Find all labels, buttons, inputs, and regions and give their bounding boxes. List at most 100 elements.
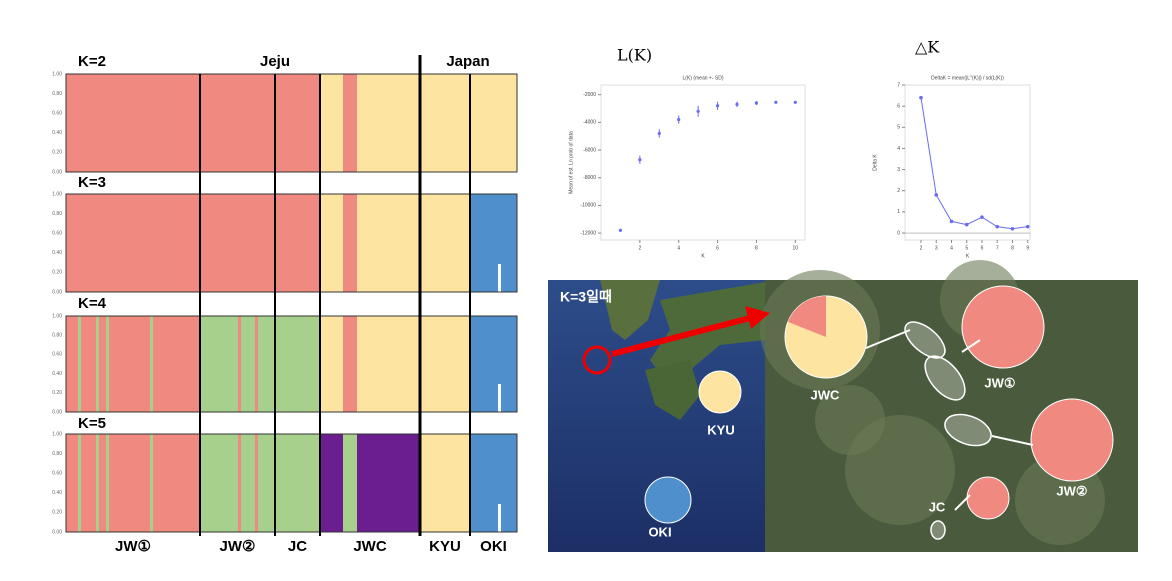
x-tick-label: 4 (950, 245, 953, 251)
ancestry-stripe (96, 434, 99, 532)
site-ellipse (904, 321, 946, 359)
population-label: OKI (480, 538, 507, 555)
x-tick-label: 2 (638, 245, 641, 251)
ancestry-block (470, 316, 517, 412)
ancestry-stripe (498, 264, 501, 292)
y-tick-label: 0 (897, 230, 900, 236)
region-label: Japan (446, 53, 489, 70)
terrain-patch (815, 385, 885, 455)
point (949, 219, 954, 224)
y-tick-label: 0.80 (52, 211, 62, 217)
y-tick-label: 0.60 (52, 352, 62, 358)
ancestry-block (470, 194, 517, 292)
ancestry-stripe (343, 194, 357, 292)
row-frame (65, 193, 518, 293)
x-tick-label: 8 (1011, 245, 1014, 251)
ancestry-block (320, 434, 420, 532)
point (618, 228, 623, 232)
point (934, 193, 939, 197)
ancestry-block (200, 316, 275, 412)
point (715, 104, 720, 108)
point (677, 117, 681, 122)
x-tick-label: 10 (793, 245, 799, 251)
ancestry-stripe (106, 316, 109, 412)
connector (991, 435, 1034, 446)
ancestry-stripe (255, 316, 258, 412)
y-tick-label: 0.00 (52, 409, 62, 415)
x-tick-label: 6 (981, 245, 984, 251)
row-label: K=4 (78, 295, 107, 312)
ancestry-stripe (238, 316, 241, 412)
connector (865, 329, 911, 349)
point (774, 100, 778, 104)
y-tick-label: -10000 (580, 203, 596, 209)
y-tick-label: 7 (897, 82, 900, 88)
ancestry-block (420, 316, 470, 412)
landmass (645, 360, 700, 420)
sample-site (582, 345, 612, 375)
population-label: JWC (353, 538, 387, 555)
y-tick-label: 1.00 (52, 191, 62, 197)
x-axis-label: K (966, 253, 970, 259)
ancestry-stripe (150, 316, 153, 412)
map-label: JW① (984, 375, 1015, 390)
ancestry-block (470, 434, 517, 532)
row-frame (65, 315, 518, 413)
y-tick-label: 0.00 (52, 289, 62, 295)
chart-title: L(K) (mean +- SD) (683, 75, 724, 81)
ancestry-block (275, 434, 320, 532)
chart-heading: L(K) (617, 46, 652, 65)
map-arrow (611, 315, 751, 357)
x-tick-label: 5 (965, 245, 968, 251)
y-tick-label: 0.80 (52, 451, 62, 457)
pie-slice (787, 296, 826, 337)
y-tick-label: 5 (897, 125, 900, 131)
ancestry-stripe (343, 74, 357, 172)
ancestry-block (470, 74, 517, 172)
ancestry-block (420, 194, 470, 292)
pie-slice (698, 370, 742, 414)
ancestry-stripe (78, 434, 81, 532)
population-label: JW① (115, 538, 151, 555)
ancestry-block (275, 74, 320, 172)
x-tick-label: 2 (920, 245, 923, 251)
point (1025, 224, 1030, 229)
x-tick-label: 7 (996, 245, 999, 251)
y-tick-label: 4 (897, 146, 900, 152)
ancestry-stripe (238, 434, 241, 532)
ancestry-block (66, 74, 200, 172)
site-ellipse (944, 413, 992, 447)
map-label: OKI (648, 524, 671, 539)
y-tick-label: 0.40 (52, 371, 62, 377)
population-label: JW② (220, 538, 256, 555)
x-axis-label: K (701, 253, 705, 259)
point (657, 131, 661, 136)
y-tick-label: -8000 (583, 175, 596, 181)
ancestry-block (420, 74, 470, 172)
y-tick-label: 0.60 (52, 471, 62, 477)
pie-slice (961, 285, 1045, 369)
map-label: JC (929, 499, 946, 514)
x-tick-label: 8 (755, 245, 758, 251)
point (638, 158, 642, 162)
y-tick-label: -2000 (583, 92, 596, 98)
x-tick-label: 6 (716, 245, 719, 251)
y-tick-label: 1.00 (52, 313, 62, 319)
row-frame (65, 433, 518, 533)
ancestry-block (320, 316, 420, 412)
row-label: K=5 (78, 415, 106, 432)
ancestry-block (275, 316, 320, 412)
ancestry-stripe (498, 504, 501, 532)
ancestry-stripe (498, 384, 501, 412)
landmass (600, 280, 660, 340)
ancestry-block (275, 194, 320, 292)
point (793, 100, 797, 104)
ancestry-stripe (255, 434, 258, 532)
map-label: JW② (1056, 483, 1087, 498)
y-tick-label: 0.00 (52, 529, 62, 535)
y-tick-label: 0.20 (52, 270, 62, 276)
y-tick-label: 0.00 (52, 169, 62, 175)
point (995, 224, 1000, 229)
ancestry-block (200, 434, 275, 532)
row-label: K=2 (78, 53, 106, 70)
